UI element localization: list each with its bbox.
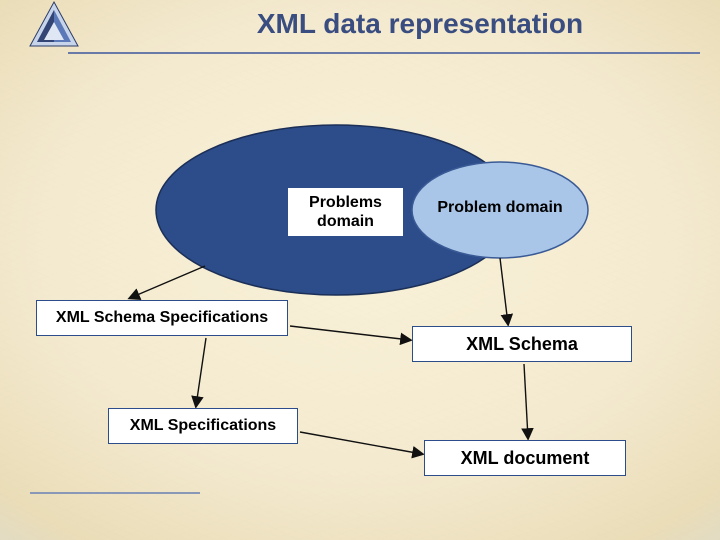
edge-small-to-schema: [500, 258, 508, 324]
xml-schema-spec-box: XML Schema Specifications: [36, 300, 288, 336]
problem-domain-label: Problem domain: [420, 199, 580, 217]
edge-schemaspec-to-xmlspec: [196, 338, 206, 406]
edge-big-to-schemaspec: [130, 266, 205, 298]
xml-doc-label: XML document: [461, 448, 590, 469]
edge-xmlspec-to-doc: [300, 432, 422, 454]
problems-domain-label: Problems domain: [288, 193, 403, 231]
edge-schemaspec-to-schema: [290, 326, 410, 340]
xml-doc-box: XML document: [424, 440, 626, 476]
problems-domain-label-box: Problems domain: [288, 188, 403, 236]
footer-underline: [30, 492, 200, 494]
xml-schema-label: XML Schema: [466, 334, 578, 355]
xml-spec-label: XML Specifications: [130, 417, 276, 435]
xml-schema-box: XML Schema: [412, 326, 632, 362]
xml-schema-spec-label: XML Schema Specifications: [56, 309, 268, 327]
xml-spec-box: XML Specifications: [108, 408, 298, 444]
edge-schema-to-doc: [524, 364, 528, 438]
